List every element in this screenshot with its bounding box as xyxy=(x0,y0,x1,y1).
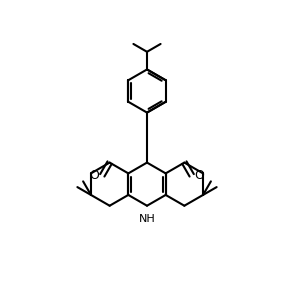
Text: NH: NH xyxy=(139,214,155,224)
Text: O: O xyxy=(89,169,99,182)
Text: O: O xyxy=(195,169,205,182)
